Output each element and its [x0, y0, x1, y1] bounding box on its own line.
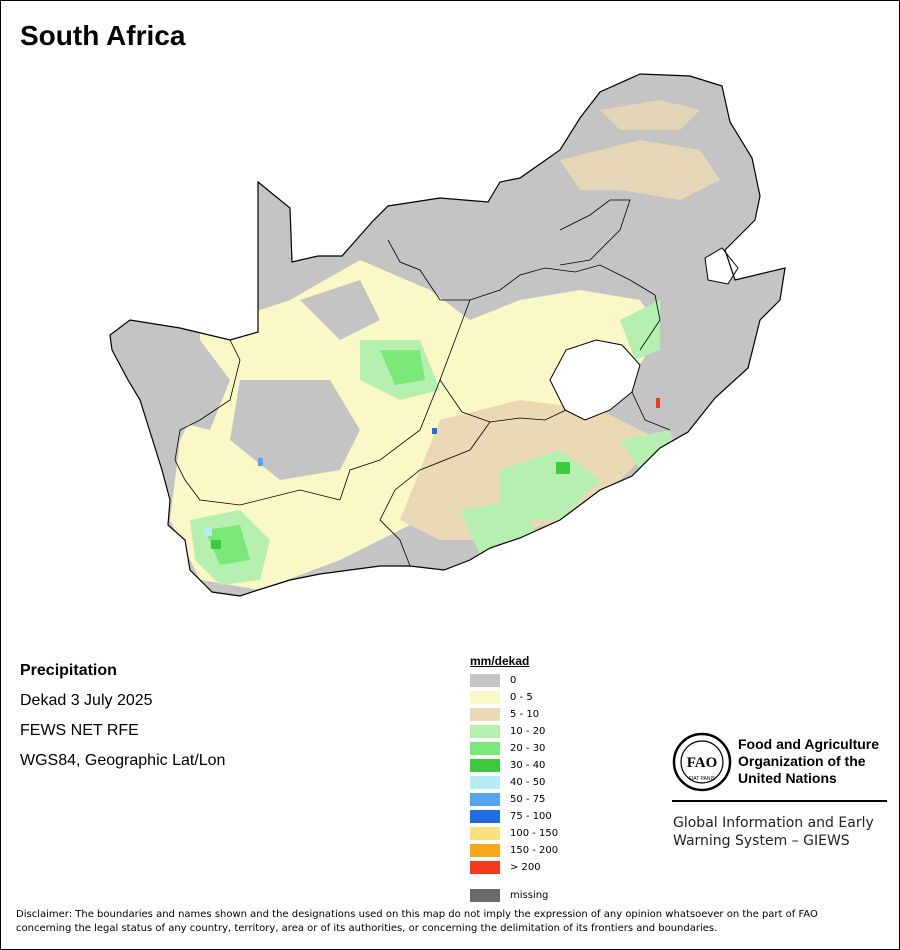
legend-missing-swatch [470, 889, 500, 902]
legend-swatch [470, 861, 500, 874]
legend-swatch [470, 827, 500, 840]
source-label: FEWS NET RFE [20, 722, 139, 739]
giews-label: Global Information and Early Warning Sys… [673, 814, 874, 850]
legend-title: mm/dekad [470, 654, 530, 668]
legend-label: 100 - 150 [510, 828, 559, 839]
legend-rows: 0 0 - 5 5 - 10 10 - 20 20 - 30 30 - 40 40 - 50… [470, 672, 558, 876]
period-label: Dekad 3 July 2025 [20, 692, 153, 709]
rainfall-map [109, 73, 786, 597]
legend-swatch [470, 776, 500, 789]
legend-missing-label: missing [510, 890, 549, 901]
legend-row: 10 - 20 [470, 723, 558, 740]
legend-label: 20 - 30 [510, 743, 546, 754]
legend: mm/dekad 0 0 - 5 5 - 10 10 - 20 20 - 30 30 - … [470, 654, 558, 904]
legend-row: 40 - 50 [470, 774, 558, 791]
legend-label: > 200 [510, 862, 541, 873]
legend-row: 30 - 40 [470, 757, 558, 774]
legend-label: 75 - 100 [510, 811, 552, 822]
legend-label: 30 - 40 [510, 760, 546, 771]
legend-row: 150 - 200 [470, 842, 558, 859]
legend-swatch [470, 759, 500, 772]
legend-label: 40 - 50 [510, 777, 546, 788]
disclaimer-line-1: Disclaimer: The boundaries and names sho… [16, 909, 818, 920]
legend-swatch [470, 742, 500, 755]
fao-name-line-1: Food and Agriculture [738, 736, 880, 752]
legend-label: 10 - 20 [510, 726, 546, 737]
legend-row: 50 - 75 [470, 791, 558, 808]
legend-label: 150 - 200 [510, 845, 559, 856]
legend-label: 0 - 5 [510, 692, 533, 703]
legend-label: 50 - 75 [510, 794, 546, 805]
legend-swatch [470, 725, 500, 738]
legend-row: 5 - 10 [470, 706, 558, 723]
legend-row: 0 [470, 672, 558, 689]
fao-logo: FAO FIAT PANIS [672, 732, 732, 792]
legend-label: 0 [510, 675, 517, 686]
disclaimer-line-2: concerning the legal status of any count… [16, 923, 718, 934]
legend-row: > 200 [470, 859, 558, 876]
fao-name: Food and Agriculture Organization of the… [738, 736, 879, 787]
fao-logo-text: FAO [687, 755, 718, 771]
legend-swatch [470, 674, 500, 687]
map-metadata: Precipitation Dekad 3 July 2025 FEWS NET… [20, 656, 225, 776]
legend-label: 5 - 10 [510, 709, 540, 720]
legend-swatch [470, 793, 500, 806]
fao-divider [672, 800, 887, 802]
legend-swatch [470, 810, 500, 823]
map-title: South Africa [20, 20, 186, 51]
legend-swatch [470, 691, 500, 704]
projection-label: WGS84, Geographic Lat/Lon [20, 752, 226, 769]
variable-label: Precipitation [20, 662, 117, 679]
disclaimer: Disclaimer: The boundaries and names sho… [16, 908, 886, 936]
giews-line-2: Warning System – GIEWS [673, 833, 850, 849]
legend-row: 0 - 5 [470, 689, 558, 706]
legend-swatch [470, 844, 500, 857]
legend-row: 100 - 150 [470, 825, 558, 842]
legend-missing: missing [470, 887, 558, 904]
giews-line-1: Global Information and Early [673, 815, 874, 831]
legend-row: 20 - 30 [470, 740, 558, 757]
fao-name-line-3: United Nations [738, 770, 837, 786]
legend-row: 75 - 100 [470, 808, 558, 825]
fao-logo-motto: FIAT PANIS [689, 776, 716, 782]
legend-swatch [470, 708, 500, 721]
fao-name-line-2: Organization of the [738, 753, 866, 769]
